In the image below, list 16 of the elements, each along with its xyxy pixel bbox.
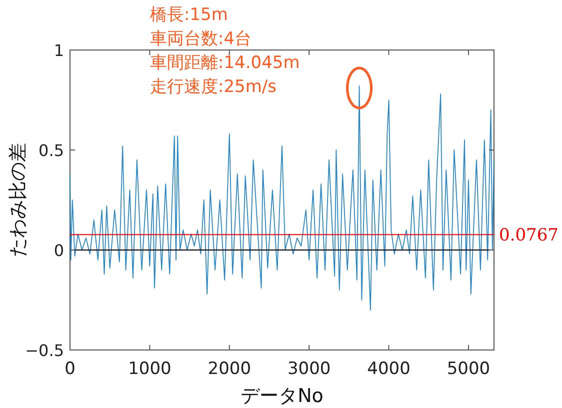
y-tick-label: −0.5 <box>25 341 64 360</box>
x-tick-label: 1000 <box>128 359 172 379</box>
y-tick-label: 0 <box>54 241 64 260</box>
text: 車両台数:4台 <box>150 29 252 49</box>
ref-line-label: 0.0767 <box>499 226 558 246</box>
x-tick-label: 5000 <box>446 359 490 379</box>
x-axis-title: データNo <box>240 385 324 407</box>
x-tick-label: 4000 <box>367 359 410 379</box>
x-tick-label: 2000 <box>208 359 252 379</box>
annotation: 車間距離:14.045m <box>150 53 300 73</box>
annotation: 走行速度:25m/s <box>150 77 277 97</box>
text: 橋長:15m <box>150 5 228 25</box>
y-tick-label: 1 <box>54 41 64 60</box>
y-axis-title: たわみ比の差 <box>7 143 29 257</box>
x-tick-label: 3000 <box>287 359 331 379</box>
y-tick-label: 0.5 <box>38 141 64 160</box>
